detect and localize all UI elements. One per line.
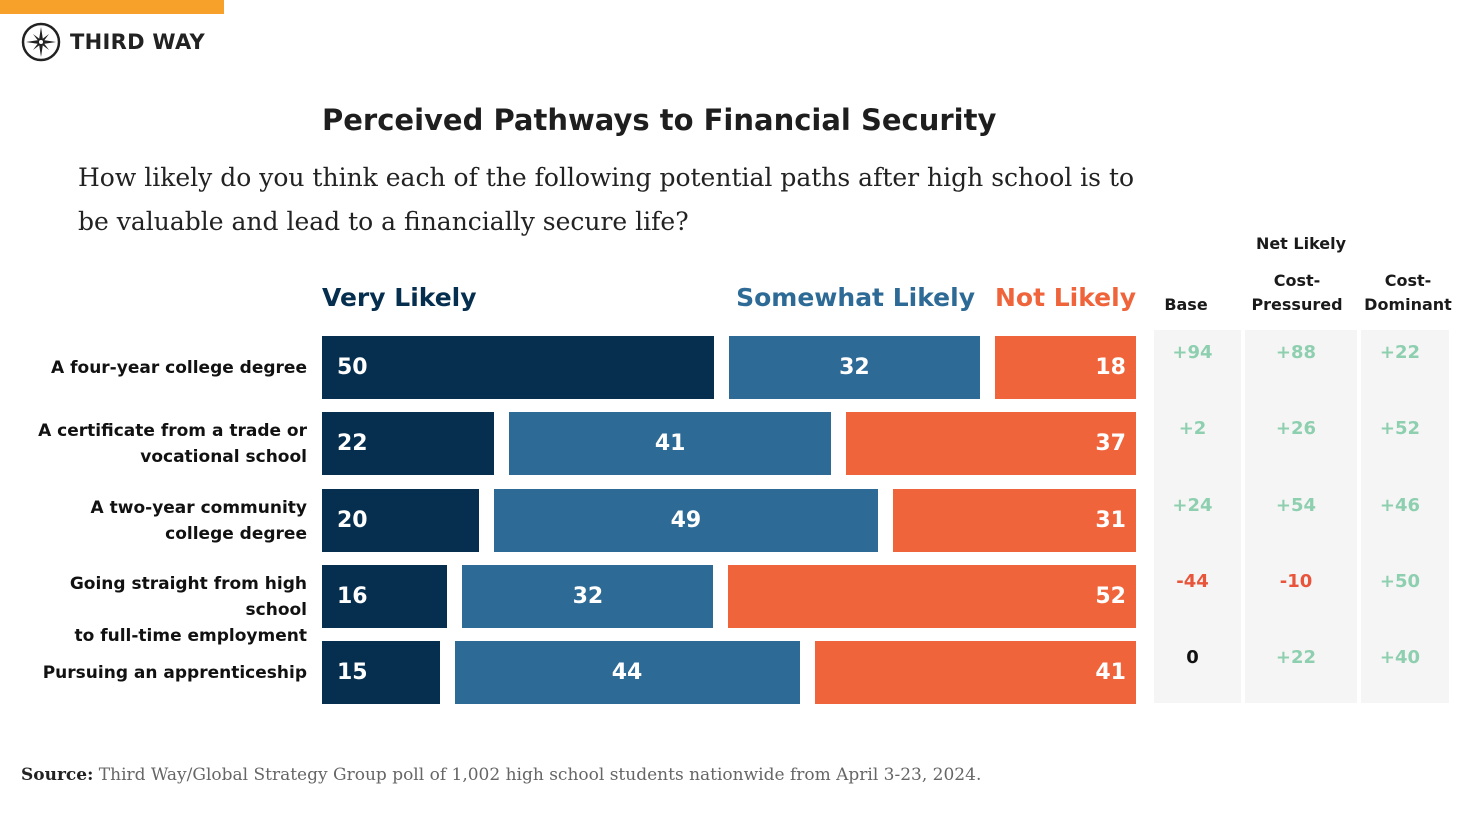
bar-somewhat-likely: 32	[729, 336, 980, 399]
bar-somewhat-likely: 41	[509, 412, 831, 475]
net-likely-value: +26	[1275, 418, 1317, 439]
col-header-base: Base	[1164, 295, 1208, 314]
bar-very-likely: 16	[322, 565, 448, 628]
bar-not-likely: 31	[892, 489, 1136, 552]
legend-not-likely: Not Likely	[994, 283, 1136, 312]
data-label: 41	[1095, 660, 1126, 685]
chart-title: Perceived Pathways to Financial Security	[322, 103, 997, 137]
logo-text: THIRD WAY	[70, 30, 205, 54]
net-likely-header: Net Likely	[1255, 234, 1347, 253]
bar-very-likely: 15	[322, 641, 440, 704]
net-likely-value: +46	[1379, 495, 1421, 516]
bar-not-likely: 41	[814, 641, 1136, 704]
net-likely-value: +88	[1275, 342, 1317, 363]
net-likely-value: +2	[1178, 418, 1207, 439]
source-label: Source:	[21, 765, 94, 785]
legend-somewhat-likely: Somewhat Likely	[736, 283, 975, 312]
net-likely-value: +94	[1172, 342, 1213, 363]
data-label: 49	[670, 508, 702, 533]
table-col-bg	[1154, 330, 1241, 703]
accent-bar	[0, 0, 224, 14]
category-label: A four-year college degree	[51, 357, 307, 378]
net-likely-value: -10	[1279, 571, 1313, 592]
net-likely-value: +54	[1275, 495, 1317, 516]
net-likely-value: -44	[1176, 571, 1209, 592]
net-likely-value: +22	[1275, 647, 1317, 668]
data-label: 18	[1095, 355, 1126, 380]
data-label: 31	[1095, 508, 1126, 533]
bar-very-likely: 50	[322, 336, 714, 399]
data-label: 32	[839, 355, 870, 380]
bar-very-likely: 22	[322, 412, 495, 475]
compass-icon	[21, 22, 61, 62]
data-label: 32	[572, 584, 604, 609]
logo: THIRD WAY	[21, 22, 205, 62]
data-label: 50	[337, 355, 368, 380]
legend-very-likely: Very Likely	[322, 283, 477, 312]
col-header-cost-pressured: Cost-Pressured	[1251, 271, 1343, 314]
category-label: A two-year community college degree	[90, 497, 307, 544]
bar-somewhat-likely: 49	[493, 489, 878, 552]
data-label: 52	[1095, 584, 1126, 609]
bar-not-likely: 37	[845, 412, 1136, 475]
net-likely-value: +22	[1379, 342, 1421, 363]
category-label: A certificate from a trade or vocational …	[38, 420, 307, 467]
net-likely-value: +40	[1379, 647, 1421, 668]
category-label: Pursuing an apprenticeship	[42, 662, 307, 683]
table-col-bg	[1361, 330, 1449, 703]
source-note: Source: Third Way/Global Strategy Group …	[21, 765, 981, 785]
net-likely-value: 0	[1186, 647, 1199, 668]
bar-not-likely: 52	[728, 565, 1136, 628]
source-text: Third Way/Global Strategy Group poll of …	[98, 765, 982, 785]
data-label: 16	[337, 584, 368, 609]
col-header-cost-dominant: Cost-Dominant	[1364, 271, 1452, 314]
data-label: 44	[611, 660, 643, 685]
category-label: Going straight from high school to full-t…	[69, 573, 307, 646]
bar-somewhat-likely: 44	[454, 641, 800, 704]
data-label: 15	[337, 660, 368, 685]
net-likely-value: +24	[1172, 495, 1213, 516]
bar-somewhat-likely: 32	[462, 565, 714, 628]
bar-very-likely: 20	[322, 489, 479, 552]
net-likely-value: +50	[1379, 571, 1421, 592]
data-label: 22	[337, 431, 368, 456]
data-label: 20	[337, 508, 368, 533]
data-label: 37	[1095, 431, 1126, 456]
chart-subtitle: How likely do you think each of the foll…	[78, 163, 1135, 236]
bar-not-likely: 18	[994, 336, 1136, 399]
data-label: 41	[654, 431, 686, 456]
table-col-bg	[1245, 330, 1357, 703]
net-likely-value: +52	[1379, 418, 1421, 439]
